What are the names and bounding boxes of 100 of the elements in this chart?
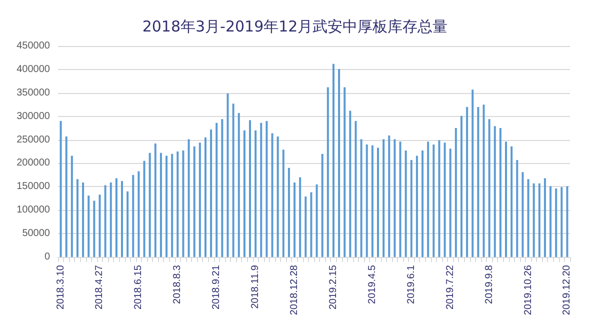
bar: [555, 188, 558, 257]
x-tick-label: 2019.10.26: [522, 264, 534, 316]
bar: [282, 150, 284, 257]
bar: [76, 179, 78, 257]
bar: [88, 196, 90, 257]
bar: [510, 146, 513, 257]
bar: [198, 142, 201, 257]
bar: [454, 128, 457, 257]
bar: [499, 128, 502, 257]
bar: [266, 121, 268, 257]
bar: [193, 146, 196, 257]
x-tick-label: 2018.8.3: [172, 264, 184, 304]
bar: [399, 142, 402, 257]
bar: [449, 148, 452, 257]
y-tick-label: 150000: [16, 181, 50, 192]
bar: [299, 177, 302, 257]
bar: [338, 68, 340, 257]
bar: [466, 106, 468, 257]
bar: [438, 140, 440, 257]
bar: [488, 119, 490, 257]
x-tick-label: 2019.6.1: [406, 264, 417, 304]
bar: [371, 145, 374, 257]
x-tick-label: 2018.6.15: [133, 264, 144, 310]
y-tick-label: 450000: [16, 40, 50, 52]
bar: [115, 178, 118, 257]
bar: [522, 172, 524, 257]
bar: [82, 182, 84, 257]
bar: [138, 171, 140, 257]
bar: [126, 191, 129, 257]
chart-title: 2018年3月-2019年12月武安中厚板库存总量: [142, 18, 448, 36]
y-tick-label: 400000: [16, 64, 50, 75]
bar: [182, 150, 184, 257]
bar: [316, 184, 318, 257]
bar: [143, 160, 146, 257]
bar: [566, 186, 568, 257]
bar: [349, 110, 352, 257]
bar: [404, 150, 407, 257]
bar: [444, 142, 446, 257]
x-tick-label: 2018.9.21: [211, 264, 222, 310]
bar: [538, 183, 540, 257]
bar: [560, 187, 563, 257]
x-tick-label: 2019.12.20: [562, 264, 573, 316]
bar: [104, 185, 106, 257]
bar: [65, 136, 68, 257]
bar: [544, 178, 546, 257]
bar: [477, 106, 480, 257]
bar: [210, 129, 212, 257]
y-tick-label: 0: [44, 252, 50, 262]
bar: [344, 87, 346, 257]
bar: [176, 152, 179, 257]
bar: [432, 144, 435, 257]
bar: [110, 182, 112, 257]
bar: [148, 152, 151, 257]
bar: [216, 122, 218, 257]
bar: [98, 194, 101, 257]
bar: [271, 133, 274, 257]
bar: [304, 196, 307, 257]
bar: [132, 174, 134, 257]
bar: [550, 186, 552, 257]
bar: [494, 126, 496, 257]
y-tick-label: 50000: [22, 228, 50, 240]
bar: [410, 160, 412, 257]
bar: [394, 139, 396, 257]
x-tick-label: 2019.9.8: [484, 264, 495, 304]
bar: [321, 154, 324, 257]
bar: [226, 93, 229, 257]
y-tick-label: 300000: [16, 110, 50, 122]
y-tick-label: 350000: [16, 87, 50, 98]
bar: [527, 179, 530, 257]
x-tick-label: 2019.2.15: [328, 264, 339, 310]
bar: [516, 160, 518, 257]
bar: [154, 144, 156, 257]
bar: [354, 121, 357, 257]
x-tick-label: 2018.11.9: [250, 264, 262, 309]
bar: [166, 156, 168, 257]
bar: [160, 152, 162, 257]
y-tick-label: 100000: [16, 204, 50, 216]
bar: [260, 122, 262, 257]
bar: [188, 139, 190, 257]
bar: [60, 121, 62, 257]
bar: [360, 139, 362, 257]
bar: [249, 120, 251, 257]
bar: [243, 130, 246, 257]
bar: [460, 116, 462, 257]
bar: [377, 148, 379, 257]
bar: [326, 87, 329, 257]
x-tick-label: 2018.3.10: [55, 264, 66, 310]
bar: [221, 119, 224, 257]
y-tick-label: 250000: [16, 134, 50, 146]
bar: [427, 142, 430, 257]
bar: [532, 183, 535, 257]
bar: [388, 136, 390, 257]
bar: [254, 130, 257, 257]
bar: [332, 64, 334, 257]
bar: [232, 104, 234, 257]
bar: [276, 136, 279, 257]
bar: [382, 139, 385, 257]
x-tick-label: 2019.4.5: [366, 264, 378, 304]
bar: [416, 156, 418, 257]
bar: [294, 182, 296, 257]
